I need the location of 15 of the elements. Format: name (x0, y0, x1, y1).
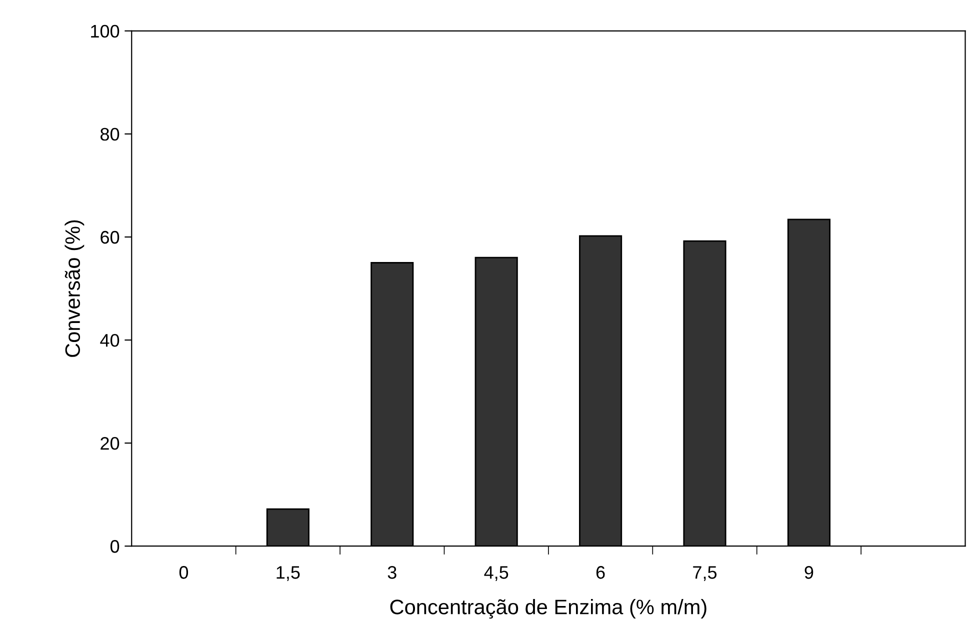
y-tick-label: 20 (100, 437, 120, 450)
y-tick-label: 40 (100, 334, 120, 347)
y-tick-label: 80 (100, 128, 120, 141)
y-axis-title: Conversão (%) (64, 220, 84, 357)
x-tick-label: 0 (179, 566, 188, 579)
y-tick-label: 100 (91, 24, 120, 38)
x-axis-title: Concentração de Enzima (% m/m) (390, 599, 706, 619)
x-tick-label: 3 (388, 566, 396, 579)
x-tick-label: 9 (804, 566, 814, 579)
x-tick-label: 7,5 (693, 566, 717, 581)
x-tick-label: 4,5 (484, 566, 508, 581)
y-tick-label: 0 (110, 540, 120, 553)
x-tick-label: 6 (596, 566, 605, 579)
y-tick-label: 60 (100, 230, 120, 244)
x-tick-label: 1,5 (276, 566, 300, 581)
